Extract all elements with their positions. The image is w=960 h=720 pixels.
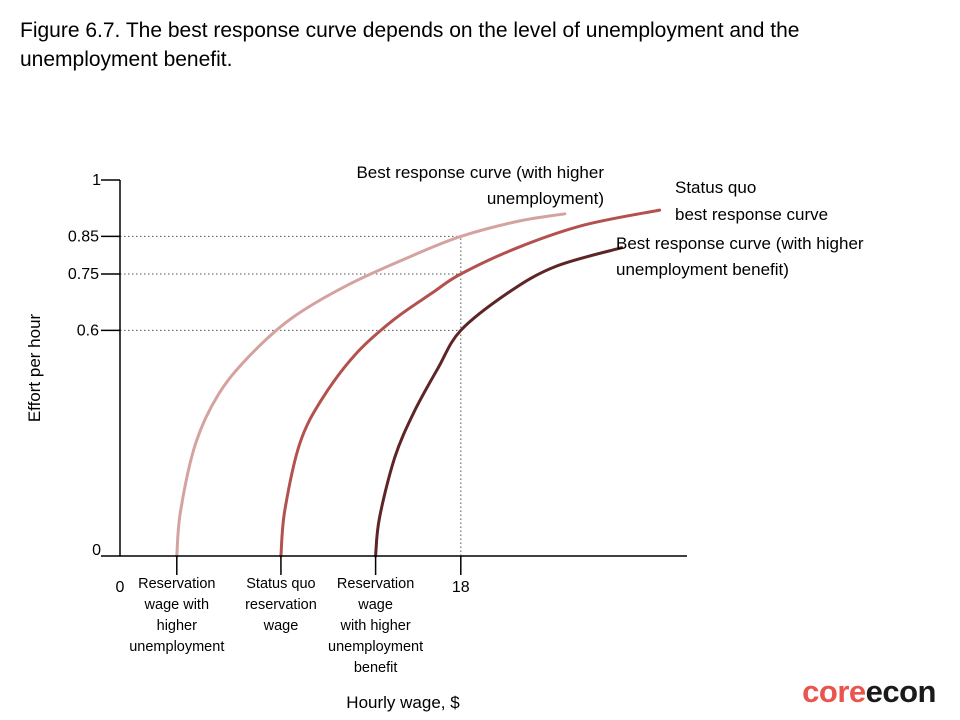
logo-part-econ: econ: [865, 674, 937, 709]
x-category-label-2-line-0: Reservation: [337, 576, 414, 592]
curve-label-2-line-1: unemployment benefit): [616, 260, 789, 279]
curve-1: [279, 208, 662, 558]
y-tick-label-3: 0.85: [68, 228, 99, 245]
curve-2: [374, 246, 624, 558]
y-tick-label-2: 0.75: [68, 266, 99, 283]
curve-label-0-line-0: Best response curve (with higher: [356, 163, 604, 182]
reference-lines: [120, 235, 462, 556]
curve-0: [175, 212, 567, 558]
x-category-label-0-line-1: wage with: [144, 597, 209, 613]
x-category-label-0-line-3: unemployment: [129, 639, 224, 655]
x-category-label-2-line-3: unemployment: [328, 639, 423, 655]
x-category-label-2-line-4: benefit: [354, 660, 398, 676]
x-category-label-2-line-1: wage: [357, 597, 393, 613]
x-category-label-0-line-2: higher: [157, 618, 197, 634]
coreecon-logo: coreecon: [802, 674, 936, 710]
curves: [175, 208, 662, 558]
x-category-label-0-line-0: Reservation: [138, 576, 215, 592]
x-tick-label-0: 0: [116, 579, 125, 596]
x-axis-title: Hourly wage, $: [346, 693, 460, 712]
x-category-label-1-line-1: reservation: [245, 597, 317, 613]
y-tick-label-0: 0: [92, 542, 101, 559]
x-tick-label-1: 18: [452, 579, 470, 596]
y-tick-label-1: 0.6: [77, 322, 99, 339]
axes: [101, 179, 687, 575]
curve-label-0-line-1: unemployment): [487, 189, 604, 208]
y-tick-label-4: 1: [92, 172, 101, 189]
curve-label-1-line-1: best response curve: [675, 205, 828, 224]
x-category-label-1-line-2: wage: [263, 618, 299, 634]
curve-label-2-line-0: Best response curve (with higher: [616, 234, 864, 253]
x-category-label-2-line-2: with higher: [340, 618, 411, 634]
y-axis-title: Effort per hour: [25, 313, 44, 422]
x-category-label-1-line-0: Status quo: [246, 576, 315, 592]
logo-part-core: core: [802, 674, 866, 709]
labels: 0 0.6 0.75 0.85 1 0 18 Reservation wage with high…: [25, 163, 864, 712]
figure-caption: Figure 6.7. The best response curve depe…: [20, 19, 800, 71]
curve-label-1-line-0: Status quo: [675, 178, 756, 197]
